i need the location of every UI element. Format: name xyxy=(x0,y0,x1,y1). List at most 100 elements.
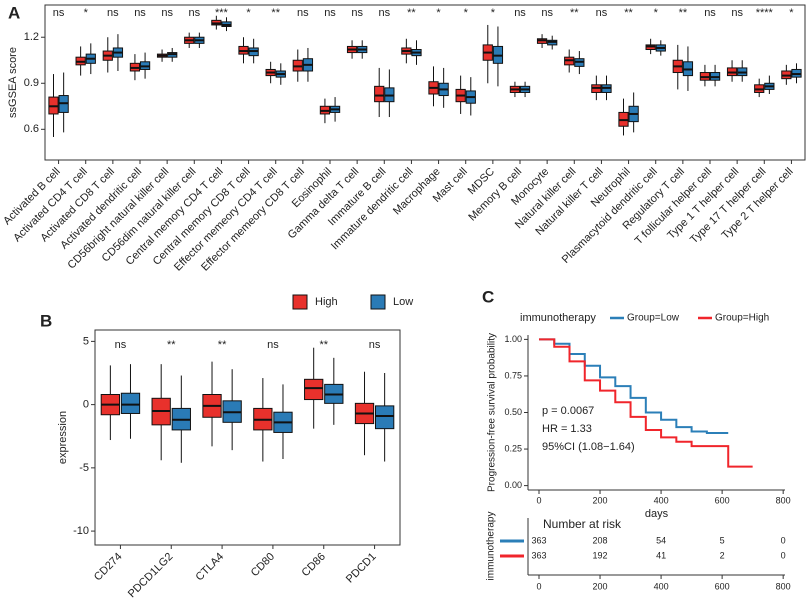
risk-count: 0 xyxy=(781,550,786,560)
significance: * xyxy=(246,7,251,19)
annotation: HR = 1.33 xyxy=(542,423,592,435)
risk-table-title: Number at risk xyxy=(543,517,622,531)
significance: ns xyxy=(107,7,119,19)
box xyxy=(120,392,141,414)
survival-curve xyxy=(538,338,753,468)
significance: ns xyxy=(351,7,363,19)
legend-swatch xyxy=(292,294,308,310)
significance: * xyxy=(491,7,496,19)
significance: ** xyxy=(570,7,579,19)
plot-frame xyxy=(44,4,806,161)
risk-count: 2 xyxy=(720,550,725,560)
significance: ns xyxy=(731,7,743,19)
x-tick-label: PDCD1 xyxy=(344,551,379,586)
y-tick-label: 0.50 xyxy=(504,407,522,417)
y-tick-label: 1.2 xyxy=(24,31,39,43)
significance: ns xyxy=(297,7,309,19)
significance: * xyxy=(789,7,794,19)
x-tick-label: 0 xyxy=(536,495,541,505)
significance: ** xyxy=(167,339,176,351)
panel-label: A xyxy=(8,3,20,22)
significance: ns xyxy=(115,339,127,351)
x-tick-label: CD86 xyxy=(300,551,328,579)
y-tick-label: 0.75 xyxy=(504,370,522,380)
risk-count: 363 xyxy=(531,535,546,545)
annotation: 95%CI (1.08−1.64) xyxy=(542,441,635,453)
risk-count: 192 xyxy=(593,550,608,560)
risk-count: 363 xyxy=(531,550,546,560)
legend-title: immunotherapy xyxy=(520,312,596,324)
significance: ** xyxy=(271,7,280,19)
significance: * xyxy=(436,7,441,19)
x-tick-label: 200 xyxy=(593,495,608,505)
legend-label: High xyxy=(315,296,338,308)
x-tick-label: 600 xyxy=(715,495,730,505)
significance: ** xyxy=(679,7,688,19)
risk-count: 54 xyxy=(656,535,666,545)
risk-count: 208 xyxy=(593,535,608,545)
significance: ns xyxy=(514,7,526,19)
x-tick-label: 400 xyxy=(654,495,669,505)
significance: ns xyxy=(53,7,65,19)
legend-label: Low xyxy=(393,296,413,308)
box xyxy=(374,85,385,103)
y-axis-label: ssGSEA score xyxy=(7,47,19,118)
y-tick-label: 0.9 xyxy=(24,77,39,89)
significance: ** xyxy=(319,339,328,351)
survival-curve xyxy=(538,338,729,434)
table-y-label: immunotherapy xyxy=(486,512,497,581)
significance: ns xyxy=(134,7,146,19)
significance: ns xyxy=(324,7,336,19)
significance: ns xyxy=(161,7,173,19)
significance: ns xyxy=(596,7,608,19)
significance: * xyxy=(654,7,659,19)
annotation: p = 0.0067 xyxy=(542,405,594,417)
significance: ns xyxy=(704,7,716,19)
significance: *** xyxy=(215,7,229,19)
y-tick-label: 0.6 xyxy=(24,123,39,135)
risk-count: 0 xyxy=(781,535,786,545)
x-tick-label: CTLA4 xyxy=(194,551,227,584)
x-axis-label: days xyxy=(645,508,669,520)
box xyxy=(374,405,395,430)
y-tick-label: 0.25 xyxy=(504,443,522,453)
y-tick-label: 1.00 xyxy=(504,334,522,344)
significance: **** xyxy=(756,7,774,19)
y-tick-label: 0 xyxy=(83,399,89,411)
legend-label: Group=Low xyxy=(627,313,680,324)
significance: ns xyxy=(378,7,390,19)
y-axis-label: expression xyxy=(57,411,69,464)
x-tick-label: 200 xyxy=(593,581,608,591)
x-tick-label: 400 xyxy=(654,581,669,591)
x-tick-label: 600 xyxy=(715,581,730,591)
significance: ** xyxy=(407,7,416,19)
significance: ** xyxy=(624,7,633,19)
x-tick-label: PDCD1LG2 xyxy=(126,551,176,601)
box xyxy=(304,378,324,401)
panel-label: B xyxy=(40,311,52,330)
x-tick-label: CD274 xyxy=(92,551,125,584)
y-tick-label: -10 xyxy=(73,525,89,537)
x-tick-label: 800 xyxy=(776,495,791,505)
significance: * xyxy=(464,7,469,19)
y-tick-label: -5 xyxy=(79,462,89,474)
plot-frame xyxy=(94,329,401,546)
x-tick-label: 0 xyxy=(536,581,541,591)
significance: ** xyxy=(218,339,227,351)
x-tick-label: 800 xyxy=(776,581,791,591)
y-tick-label: 5 xyxy=(83,335,89,347)
panel-label: C xyxy=(482,287,494,306)
legend-swatch xyxy=(370,294,386,310)
y-tick-label: 0.00 xyxy=(504,480,522,490)
significance: ns xyxy=(267,339,279,351)
risk-count: 41 xyxy=(656,550,666,560)
significance: ns xyxy=(541,7,553,19)
x-tick-label: CD80 xyxy=(249,551,277,579)
legend-label: Group=High xyxy=(715,313,769,324)
significance: ns xyxy=(188,7,200,19)
significance: * xyxy=(84,7,89,19)
significance: ns xyxy=(369,339,381,351)
y-axis-label: Progression-free survival probability xyxy=(487,333,498,492)
risk-count: 5 xyxy=(720,535,725,545)
